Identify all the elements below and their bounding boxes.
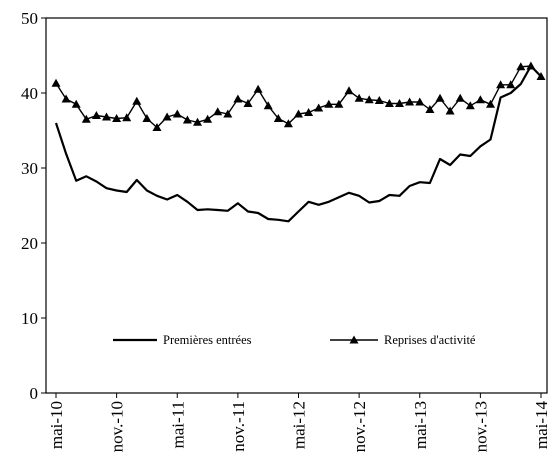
x-tick-label: nov.-13 [471, 401, 490, 452]
data-point-reprises [486, 99, 495, 108]
y-tick-label: 30 [21, 159, 38, 178]
data-point-reprises [61, 94, 71, 103]
y-axis: 0 10 20 30 40 50 [21, 9, 46, 403]
legend: Premières entrées Reprises d'activité [113, 333, 476, 347]
x-tick-label: mai-14 [532, 401, 551, 450]
data-point-reprises [496, 80, 506, 89]
data-point-reprises [344, 86, 354, 95]
data-point-reprises [102, 112, 111, 121]
data-point-reprises [71, 99, 81, 108]
data-point-reprises [455, 93, 465, 102]
x-tick-label: nov.-10 [108, 401, 127, 452]
data-point-reprises [364, 95, 374, 104]
data-point-reprises [142, 114, 152, 122]
data-point-reprises [182, 115, 192, 124]
data-point-reprises [253, 84, 263, 93]
x-tick-label: nov.-11 [229, 401, 248, 452]
data-point-reprises [304, 108, 314, 116]
data-point-reprises [475, 95, 485, 104]
data-point-reprises [354, 93, 364, 102]
data-point-reprises [395, 99, 404, 107]
data-point-reprises [516, 62, 526, 71]
data-point-reprises [273, 114, 283, 122]
x-tick-label: mai-13 [411, 401, 430, 449]
data-point-reprises [294, 109, 303, 118]
data-point-reprises [526, 61, 536, 70]
plot-frame [45, 17, 548, 394]
data-point-reprises [425, 105, 435, 113]
data-point-reprises [334, 99, 344, 108]
data-point-reprises [374, 96, 384, 104]
data-point-reprises [172, 109, 182, 118]
data-point-reprises [132, 96, 142, 105]
data-point-reprises [283, 119, 293, 128]
data-point-reprises [384, 99, 394, 107]
x-tick-label: nov.-12 [350, 401, 369, 452]
y-tick-label: 50 [21, 9, 38, 28]
data-point-reprises [324, 99, 334, 108]
data-point-reprises [233, 94, 243, 103]
data-point-reprises [445, 106, 455, 115]
x-axis: mai-10 nov.-10 mai-11 nov.-11 mai-12 nov.-12 m… [47, 393, 551, 452]
series-line-premieres-entrees [54, 64, 542, 223]
data-point-reprises [162, 112, 172, 121]
data-point-reprises [405, 97, 415, 106]
data-point-reprises [193, 117, 202, 126]
y-tick-label: 10 [21, 309, 38, 328]
series-layer [51, 61, 546, 223]
data-point-reprises [506, 80, 516, 89]
legend-marker-reprises [349, 335, 359, 344]
data-point-reprises [263, 101, 273, 110]
y-tick-label: 20 [21, 234, 38, 253]
x-tick-label: mai-12 [290, 401, 309, 449]
data-point-reprises [415, 97, 425, 106]
data-point-reprises [465, 101, 475, 110]
data-point-reprises [152, 123, 162, 131]
data-point-reprises [243, 99, 253, 107]
data-point-reprises [112, 114, 122, 122]
legend-label-reprises: Reprises d'activité [384, 333, 476, 347]
x-tick-label: mai-11 [168, 401, 187, 449]
y-tick-label: 0 [30, 384, 39, 403]
data-point-reprises [91, 111, 101, 119]
data-point-reprises [223, 109, 233, 118]
data-point-reprises [51, 78, 61, 87]
y-tick-label: 40 [21, 84, 38, 103]
x-tick-label: mai-10 [47, 401, 66, 449]
data-point-reprises [536, 72, 546, 80]
data-point-reprises [203, 114, 213, 123]
data-point-reprises [122, 113, 132, 122]
data-point-reprises [81, 114, 91, 123]
legend-label-premieres: Premières entrées [163, 333, 252, 347]
data-point-reprises [435, 93, 445, 102]
data-point-reprises [213, 107, 223, 116]
data-point-reprises [314, 103, 324, 112]
